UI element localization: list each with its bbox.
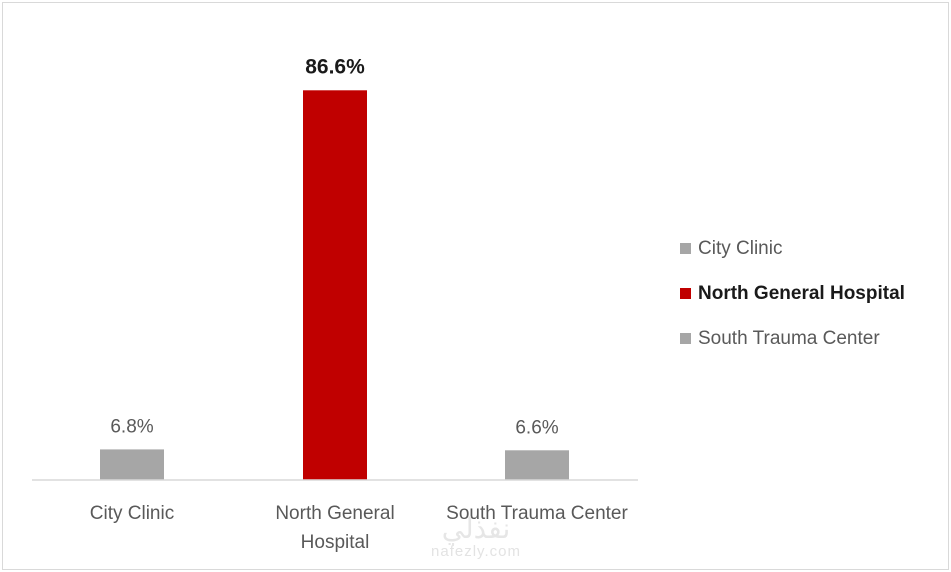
watermark-logo: نفذلي bbox=[441, 512, 511, 545]
legend-item-north-general-hospital: North General Hospital bbox=[680, 271, 948, 316]
data-label-city-clinic: 6.8% bbox=[110, 416, 153, 437]
x-tick-label-south-trauma-center: South Trauma Center bbox=[446, 503, 628, 524]
bar-north-general-hospital bbox=[303, 90, 367, 481]
legend-swatch-north-general-hospital bbox=[680, 288, 691, 299]
legend-swatch-city-clinic bbox=[680, 243, 691, 254]
legend-item-south-trauma-center: South Trauma Center bbox=[680, 316, 948, 361]
legend-label-north-general-hospital: North General Hospital bbox=[698, 282, 905, 304]
bar-city-clinic bbox=[100, 449, 164, 480]
watermark: نفذلي nafezly.com bbox=[418, 512, 534, 561]
legend-label-city-clinic: City Clinic bbox=[698, 237, 783, 259]
watermark-text: nafezly.com bbox=[431, 543, 521, 560]
data-label-north-general-hospital: 86.6% bbox=[305, 55, 365, 78]
x-tick-label-north-general-hospital: North General Hospital bbox=[275, 503, 394, 553]
legend-swatch-south-trauma-center bbox=[680, 333, 691, 344]
x-tick-label-city-clinic: City Clinic bbox=[90, 503, 174, 524]
data-label-south-trauma-center: 6.6% bbox=[515, 417, 558, 438]
chart-legend: City Clinic North General Hospital South… bbox=[680, 226, 948, 361]
legend-label-south-trauma-center: South Trauma Center bbox=[698, 327, 880, 349]
legend-item-city-clinic: City Clinic bbox=[680, 226, 948, 271]
bar-south-trauma-center bbox=[505, 450, 569, 480]
